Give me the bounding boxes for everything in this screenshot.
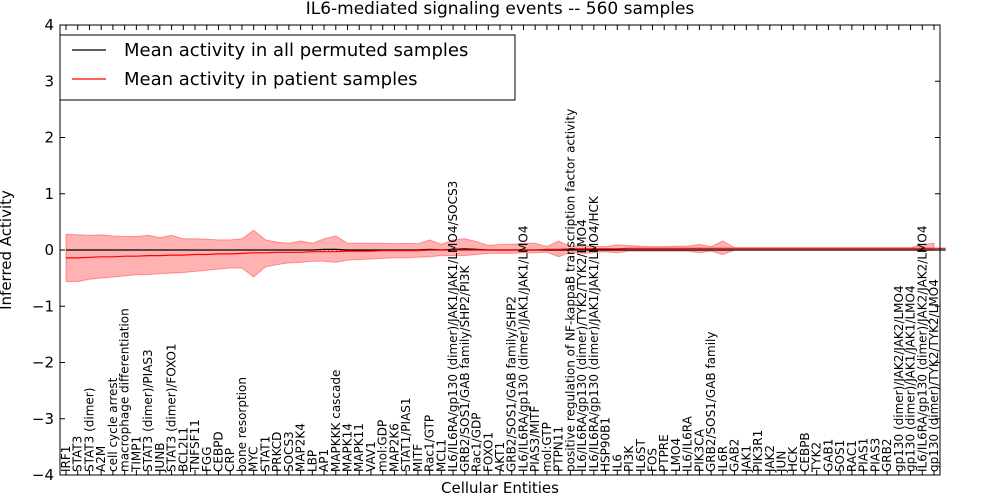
y-tick-label: 4	[44, 16, 54, 34]
x-category-label: gp130 (dimer)/JAK1/JAK1/LMO4	[904, 285, 918, 472]
chart-title: IL6-mediated signaling events -- 560 sam…	[306, 0, 695, 19]
x-category-label: LBP	[305, 450, 319, 472]
x-axis	[65, 25, 935, 475]
x-category-label: PTPN11	[552, 426, 566, 472]
x-category-label: FGG	[200, 447, 214, 473]
x-category-label: TNFSF11	[188, 419, 202, 473]
x-category-label: PIAS1	[857, 438, 871, 472]
x-category-label: SOS1	[833, 440, 847, 472]
x-category-label: JAK1	[739, 445, 753, 473]
x-category-label: mol:GDP	[376, 420, 390, 472]
x-category-label: IL6R	[716, 446, 730, 472]
x-category-label: STAT3	[71, 436, 85, 472]
x-category-label: RAC1	[845, 440, 859, 472]
x-category-label: PTPRE	[657, 434, 671, 472]
x-category-label: STAT1	[258, 436, 272, 472]
y-axis: −4 −3 −2 −1 0 1 2 3 4	[32, 16, 940, 484]
x-category-label: MYC	[247, 447, 261, 472]
x-category-label: GRB2/SOS1/GAB family/SHP2	[505, 296, 519, 472]
x-category-label: macrophage differentiation	[118, 308, 132, 472]
legend-label-permuted: Mean activity in all permuted samples	[124, 40, 468, 61]
x-category-label: HCK	[786, 446, 800, 472]
x-category-label: PI3K	[622, 445, 636, 472]
x-category-label: GRB2/SOS1/GAB family	[704, 332, 718, 473]
x-category-label: IL6/IL6RA/gp130 (dimer)/JAK1/JAK1/LMO4/H…	[587, 195, 601, 472]
x-category-label: AP1	[317, 449, 331, 472]
y-tick-label: −2	[32, 354, 54, 372]
legend-box	[59, 34, 516, 101]
x-category-label: MAPK14	[341, 423, 355, 472]
patient-mean-line	[66, 247, 946, 259]
x-category-label: TIMP1	[129, 436, 143, 473]
x-category-label: SOCS3	[282, 431, 296, 472]
x-category-label: positive regulation of NF-kappaB transcr…	[563, 109, 577, 472]
y-tick-label: 0	[44, 241, 54, 259]
y-tick-label: 1	[44, 185, 54, 203]
x-category-label: MITF	[411, 444, 425, 472]
y-axis-label: Inferred Activity	[0, 190, 15, 310]
y-tick-label: 3	[44, 72, 54, 90]
x-category-label: bone resorption	[235, 377, 249, 472]
x-category-label: IL6/IL6RA/gp130 (dimer)/JAK2/JAK2/LMO4	[915, 226, 929, 472]
y-tick-label: −3	[32, 410, 54, 428]
x-category-label: LMO4	[669, 438, 683, 472]
x-axis-label: Cellular Entities	[441, 479, 559, 497]
x-category-label: IRF1	[59, 446, 73, 472]
x-category-label: JUN	[775, 451, 789, 473]
x-category-label: STAT3 (dimer)/PIAS3	[141, 349, 155, 472]
y-tick-label: −4	[32, 466, 54, 484]
x-category-label: CRP	[223, 448, 237, 472]
x-category-label: IL6/IL6RA	[681, 415, 695, 472]
x-category-label: STAT3 (dimer)/FOXO1	[165, 343, 179, 472]
y-tick-label: −1	[32, 297, 54, 315]
x-category-label: VAV1	[364, 441, 378, 472]
x-category-label: PRKCD	[270, 432, 284, 472]
x-category-label: GRB2/SOS1/GAB family/SHP2/PI3K	[458, 264, 472, 472]
x-category-label: STAT3 (dimer)	[83, 388, 97, 472]
x-category-label: gp130 (dimer)/JAK2/JAK2/LMO4	[892, 285, 906, 472]
x-category-label: JAK2	[763, 445, 777, 473]
x-category-label: cell cycle arrest	[106, 377, 120, 472]
x-category-label: IL6ST	[634, 439, 648, 472]
x-category-label: MCL1	[434, 439, 448, 472]
x-category-label: GAB1	[821, 439, 835, 472]
plot-frame	[59, 24, 941, 476]
x-category-label: AKT1	[493, 442, 507, 472]
x-category-label: PIAS3/MITF	[528, 405, 542, 472]
x-category-label: Rac1/GDP	[470, 413, 484, 472]
x-category-label: CEBPD	[212, 431, 226, 472]
x-category-label: MAP2K6	[387, 423, 401, 472]
x-category-label: PIK3CA	[692, 428, 706, 472]
y-tick-label: 2	[44, 129, 54, 147]
x-category-label: CEBPB	[798, 432, 812, 472]
x-category-label: gp130 (dimer)/TYK2/TYK2/LMO4	[927, 279, 941, 472]
x-category-label: JUNB	[153, 442, 167, 473]
x-category-label: GAB2	[728, 439, 742, 472]
x-category-label: FOXO1	[481, 432, 495, 472]
x-category-label: MAP2K4	[294, 423, 308, 472]
x-category-label: TYK2	[810, 442, 824, 473]
legend: Mean activity in all permuted samples Me…	[59, 34, 516, 101]
x-category-label: IL6/IL6RA/gp130 (dimer)/JAK1/JAK1/LMO4	[517, 226, 531, 472]
x-category-label: FOS	[646, 448, 660, 472]
x-category-label: PIK3R1	[751, 430, 765, 472]
x-category-label: A2M	[94, 446, 108, 472]
x-category-label: BCL2L1	[176, 427, 190, 472]
x-category-label: mol:GTP	[540, 422, 554, 472]
x-category-label: MAPKKK cascade	[329, 370, 343, 472]
x-category-label: Rac1/GTP	[423, 415, 437, 472]
legend-label-patient: Mean activity in patient samples	[124, 69, 418, 90]
x-category-label: IL6/IL6RA/gp130 (dimer)/JAK1/JAK1/LMO4/S…	[446, 181, 460, 472]
x-category-label: IL6/IL6RA/gp130 (dimer)/TYK2/TYK2/LMO4	[575, 219, 589, 472]
x-category-label: MAPK11	[352, 423, 366, 472]
plot-area	[60, 229, 946, 282]
x-category-label: HSP90B1	[599, 417, 613, 472]
x-category-label: PIAS3	[868, 438, 882, 472]
x-category-label: IL6	[610, 454, 624, 472]
x-category-label: GRB2	[880, 438, 894, 472]
x-category-label: STAT1/PIAS1	[399, 397, 413, 472]
